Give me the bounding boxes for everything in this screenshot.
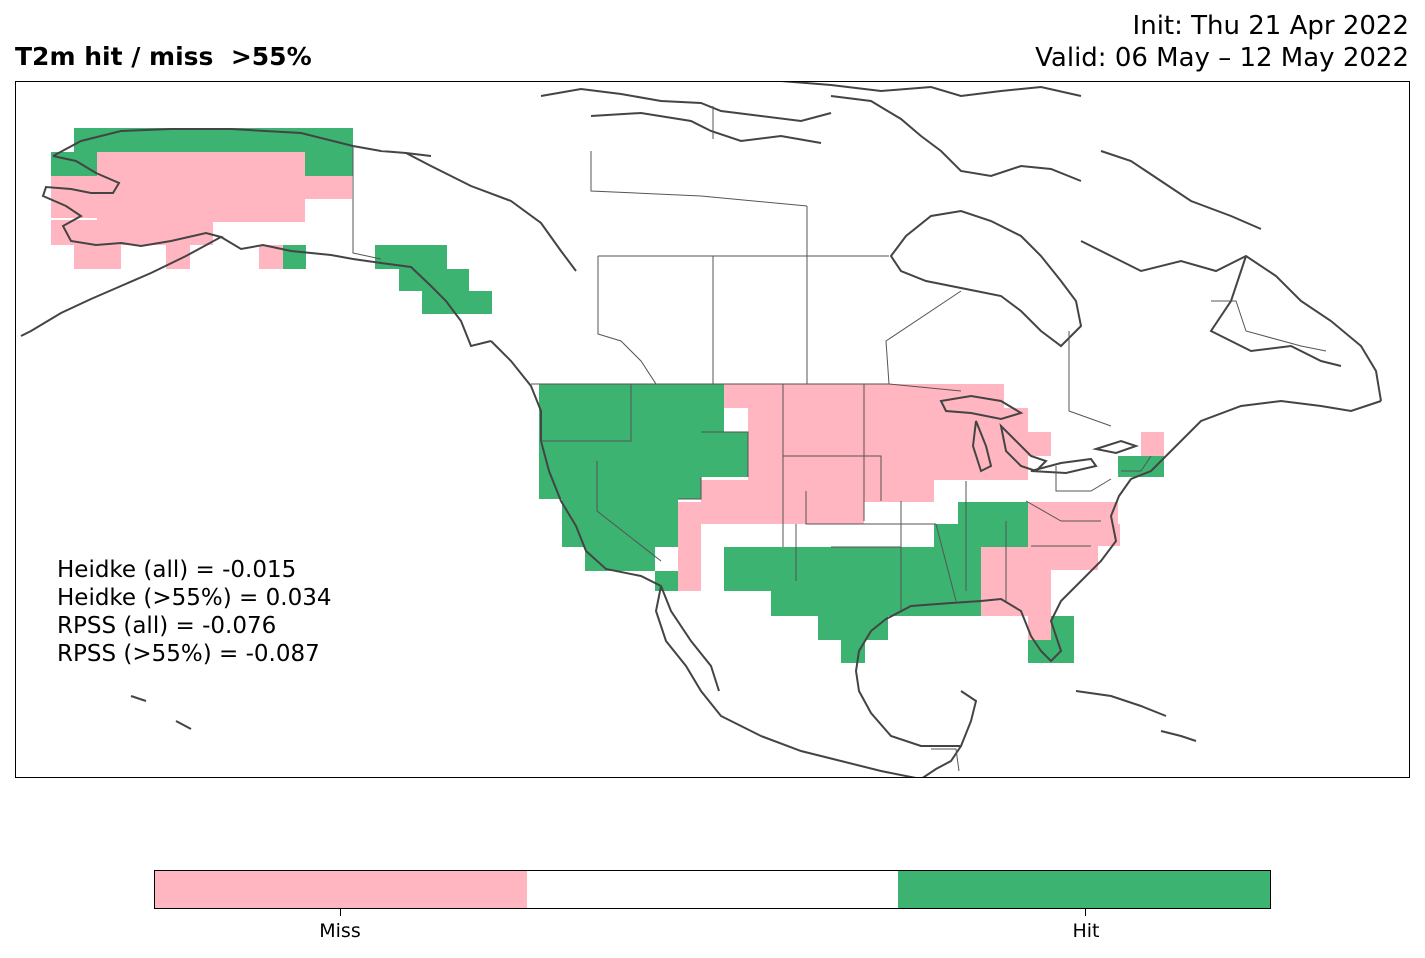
heidke-55-score: Heidke (>55%) = 0.034 — [57, 585, 332, 611]
miss-cell-plains-mid-2 — [748, 456, 1028, 480]
colorbar-hit-segment — [898, 871, 1271, 908]
rpss-55-score: RPSS (>55%) = -0.087 — [57, 641, 320, 667]
hit-cell-tx-1 — [724, 571, 981, 591]
miss-cell-va-nc — [1028, 524, 1120, 546]
miss-cell-fl — [1028, 616, 1051, 640]
hit-cell-panhandle-1 — [375, 245, 447, 269]
hit-cell-south-1 — [724, 547, 981, 571]
miss-cell-carolinas — [1028, 546, 1098, 570]
colorbar-label-hit: Hit — [1072, 920, 1100, 942]
hit-cell-tx-3 — [818, 616, 888, 640]
miss-cell-alaska-pen2 — [166, 245, 190, 269]
colorbar-tick-miss — [340, 909, 341, 916]
hit-cell-alaska-south — [283, 245, 306, 269]
hit-cell-south-ky — [934, 524, 1028, 547]
coastlines — [20, 82, 1382, 777]
miss-cell-alaska-interior — [97, 152, 305, 222]
hit-cell-ne-coast — [1118, 456, 1164, 477]
colorbar-tick-hit — [1085, 909, 1086, 916]
skill-scores: Heidke (all) = -0.015 Heidke (>55%) = 0.… — [57, 556, 331, 668]
miss-cell-ga — [1028, 570, 1051, 616]
map-panel — [15, 81, 1410, 778]
hit-cell-west-3 — [585, 547, 655, 571]
hit-cells — [51, 128, 1164, 663]
miss-cell-nm — [678, 524, 701, 591]
colorbar — [154, 870, 1271, 909]
hit-cell-panhandle-3 — [422, 291, 492, 314]
miss-cell-alaska-pen1 — [74, 245, 121, 269]
miss-cell-plains-mid — [748, 432, 1051, 456]
hit-cell-tx-4 — [841, 640, 865, 663]
hit-cell-wy — [539, 432, 748, 477]
borders — [352, 106, 1327, 772]
hit-cell-west-2 — [562, 499, 678, 547]
hit-cell-fl-1 — [1051, 616, 1074, 663]
map-title: T2m hit / miss >55% — [15, 42, 312, 71]
miss-cell-alaska-east — [305, 176, 352, 199]
colorbar-neutral-segment — [526, 871, 899, 908]
miss-cell-alaska-south — [51, 220, 213, 245]
hit-cell-southwest — [655, 571, 678, 591]
miss-cell-southeast — [981, 546, 1028, 616]
miss-cell-plains-ne — [1141, 432, 1164, 456]
hit-cell-west-1 — [539, 477, 701, 499]
init-date: Init: Thu 21 Apr 2022 — [1132, 11, 1409, 41]
miss-cell-plains-south — [701, 480, 934, 502]
hit-cell-fl-2 — [1028, 640, 1051, 663]
date-info: Init: Thu 21 Apr 2022 Valid: 06 May – 12… — [1035, 10, 1409, 74]
map-canvas — [20, 82, 1382, 777]
miss-cell-mo-east — [1028, 502, 1118, 524]
colorbar-miss-segment — [155, 871, 527, 908]
miss-cell-plains-north-2 — [748, 408, 1028, 432]
hit-cell-alaska-ne — [305, 152, 353, 176]
miss-cells — [51, 152, 1164, 640]
hit-cell-panhandle-2 — [399, 269, 469, 291]
hit-cell-tn — [958, 502, 1028, 524]
miss-cell-kansas — [678, 502, 864, 524]
colorbar-label-miss: Miss — [319, 920, 361, 942]
hit-cell-alaska-nw — [51, 152, 97, 176]
valid-period: Valid: 06 May – 12 May 2022 — [1035, 43, 1409, 73]
rpss-all-score: RPSS (all) = -0.076 — [57, 613, 277, 639]
heidke-all-score: Heidke (all) = -0.015 — [57, 557, 297, 583]
